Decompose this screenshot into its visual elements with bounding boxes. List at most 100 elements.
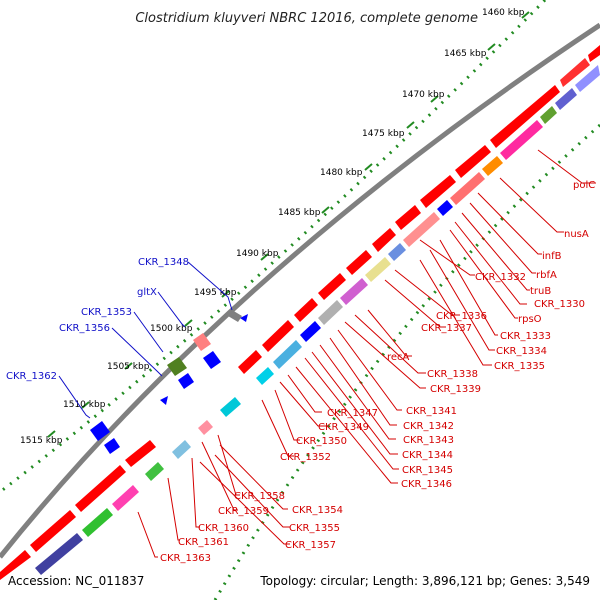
gene-feature (240, 314, 248, 322)
gene-label: CKR_1354 (292, 505, 343, 516)
gene-label: CKR_1359 (218, 506, 269, 517)
gene-label: CKR_1347 (327, 408, 378, 419)
gene-feature (318, 300, 343, 325)
gene-feature (172, 440, 191, 459)
gene-feature (0, 550, 31, 580)
tick-label: 1515 kbp (20, 436, 63, 446)
gene-label: CKR_1333 (500, 331, 551, 342)
gene-feature (82, 508, 113, 537)
gene-feature (540, 106, 557, 124)
tick-label: 1500 kbp (150, 324, 193, 334)
gene-label: CKR_1362 (6, 371, 57, 382)
gene-feature (420, 175, 456, 208)
tick-label: 1505 kbp (107, 362, 150, 372)
gene-feature (228, 310, 242, 322)
gene-feature (273, 340, 302, 369)
gene-label: CKR_1358 (234, 491, 285, 502)
gene-label: CKR_1349 (318, 422, 369, 433)
reverse-leader-lines (137, 149, 596, 558)
gene-feature (437, 200, 453, 216)
gene-label: truB (530, 286, 551, 297)
gene-label: gltX (137, 287, 157, 298)
gene-feature (35, 533, 83, 575)
gene-feature (560, 58, 590, 87)
gene-feature (220, 397, 241, 417)
gene-feature (238, 350, 262, 374)
map-title: Clostridium kluyveri NBRC 12016, complet… (135, 11, 478, 26)
gene-feature (104, 438, 120, 454)
gene-label: CKR_1334 (496, 346, 547, 357)
gene-feature (30, 510, 76, 552)
gene-feature (203, 351, 221, 369)
gene-feature (372, 228, 396, 252)
gene-feature (555, 88, 577, 110)
gene-feature (112, 485, 139, 511)
forward-strand-genes (90, 310, 248, 454)
tick-label: 1495 kbp (194, 288, 237, 298)
forward-leader-lines (58, 261, 233, 419)
gene-feature (482, 156, 503, 176)
tick-label: 1485 kbp (278, 208, 321, 218)
gene-feature (125, 440, 156, 467)
gene-label: CKR_1344 (402, 450, 453, 461)
gene-feature (90, 421, 110, 441)
gene-feature (262, 320, 294, 352)
gene-feature (346, 250, 372, 275)
gene-feature (340, 278, 368, 305)
gene-label: CKR_1363 (160, 553, 211, 564)
gene-label: CKR_1348 (138, 257, 189, 268)
gene-label: CKR_1332 (475, 272, 526, 283)
gene-label: CKR_1337 (421, 323, 472, 334)
gene-feature (575, 65, 600, 92)
gene-feature (294, 298, 318, 322)
gene-label: CKR_1355 (289, 523, 340, 534)
gene-label: rbfA (536, 270, 557, 281)
accession-text: Accession: NC_011837 (8, 574, 144, 588)
gene-label: CKR_1342 (403, 421, 454, 432)
gene-feature (500, 120, 543, 160)
gene-label: polC (573, 180, 595, 191)
gene-feature (300, 321, 321, 342)
gene-feature (450, 172, 485, 205)
gene-label: CKR_1338 (427, 369, 478, 380)
gene-label: CKR_1352 (280, 452, 331, 463)
gene-label: CKR_1330 (534, 299, 585, 310)
gene-label: CKR_1350 (296, 436, 347, 447)
gene-feature (455, 145, 491, 178)
gene-feature (388, 243, 406, 261)
gene-label: CKR_1335 (494, 361, 545, 372)
gene-feature (160, 396, 168, 405)
gene-label: CKR_1336 (436, 311, 487, 322)
gene-label: CKR_1353 (81, 307, 132, 318)
gene-feature (588, 45, 600, 62)
gene-feature (318, 273, 346, 300)
reverse-strand-colored-genes (35, 65, 600, 575)
gene-label: CKR_1361 (178, 537, 229, 548)
genome-backbone (0, 22, 600, 559)
gene-feature (178, 373, 194, 389)
tick-label: 1475 kbp (362, 129, 405, 139)
gene-label: recA (387, 352, 410, 363)
gene-feature (403, 212, 440, 247)
gene-label: CKR_1357 (285, 540, 336, 551)
gene-feature (365, 257, 391, 282)
gene-label: rpsO (518, 314, 542, 325)
gene-label: CKR_1341 (406, 406, 457, 417)
gene-label: CKR_1356 (59, 323, 110, 334)
genome-summary: Topology: circular; Length: 3,896,121 bp… (259, 574, 590, 588)
gene-label: nusA (564, 229, 589, 240)
gene-feature (490, 85, 560, 148)
gene-label: CKR_1346 (401, 479, 452, 490)
tick-label: 1470 kbp (402, 90, 445, 100)
gene-label: CKR_1339 (430, 384, 481, 395)
gene-label: infB (542, 251, 562, 262)
gene-feature (75, 465, 126, 512)
tick-label: 1460 kbp (482, 8, 525, 18)
gene-feature (256, 367, 274, 385)
gene-feature (198, 420, 213, 435)
tick-label: 1480 kbp (320, 168, 363, 178)
reverse-strand-genes (0, 45, 600, 580)
tick-label: 1510 kbp (63, 400, 106, 410)
tick-label: 1465 kbp (444, 49, 487, 59)
